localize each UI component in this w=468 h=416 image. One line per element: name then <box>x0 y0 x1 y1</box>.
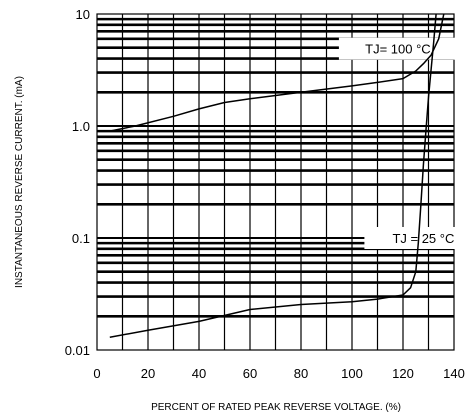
y-tick-label: 10 <box>76 7 90 22</box>
annotations: TJ= 100 °C TJ = 25 °C <box>338 37 468 249</box>
annotation-label: TJ = 25 °C <box>392 231 454 246</box>
x-tick-label: 60 <box>243 366 257 381</box>
x-tick-label: 0 <box>93 366 100 381</box>
x-tick-label: 140 <box>443 366 465 381</box>
x-tick-label: 80 <box>294 366 308 381</box>
series-line-1 <box>109 13 445 132</box>
y-axis-title: INSTANTANEOUS REVERSE CURRENT. (mA) <box>14 76 25 288</box>
x-tick-label: 120 <box>392 366 414 381</box>
annotation-box <box>364 227 468 249</box>
plot-frame <box>96 13 455 351</box>
x-axis-title: PERCENT OF RATED PEAK REVERSE VOLTAGE. (… <box>151 402 401 413</box>
x-tick-label: 100 <box>341 366 363 381</box>
y-tick-label: 1.0 <box>72 119 90 134</box>
series-lines <box>109 13 445 338</box>
y-tick-label: 0.1 <box>72 231 90 246</box>
y-tick-label: 0.01 <box>65 343 90 358</box>
x-tick-label: 20 <box>141 366 155 381</box>
x-tick-label: 40 <box>192 366 206 381</box>
y-tick-labels: 0.01 0.1 1.0 10 <box>65 7 90 358</box>
series-line-2 <box>109 13 437 338</box>
annotation-box <box>338 37 457 60</box>
x-tick-labels: 0 20 40 60 80 100 120 140 <box>93 366 464 381</box>
annotation-label: TJ= 100 °C <box>365 42 431 57</box>
